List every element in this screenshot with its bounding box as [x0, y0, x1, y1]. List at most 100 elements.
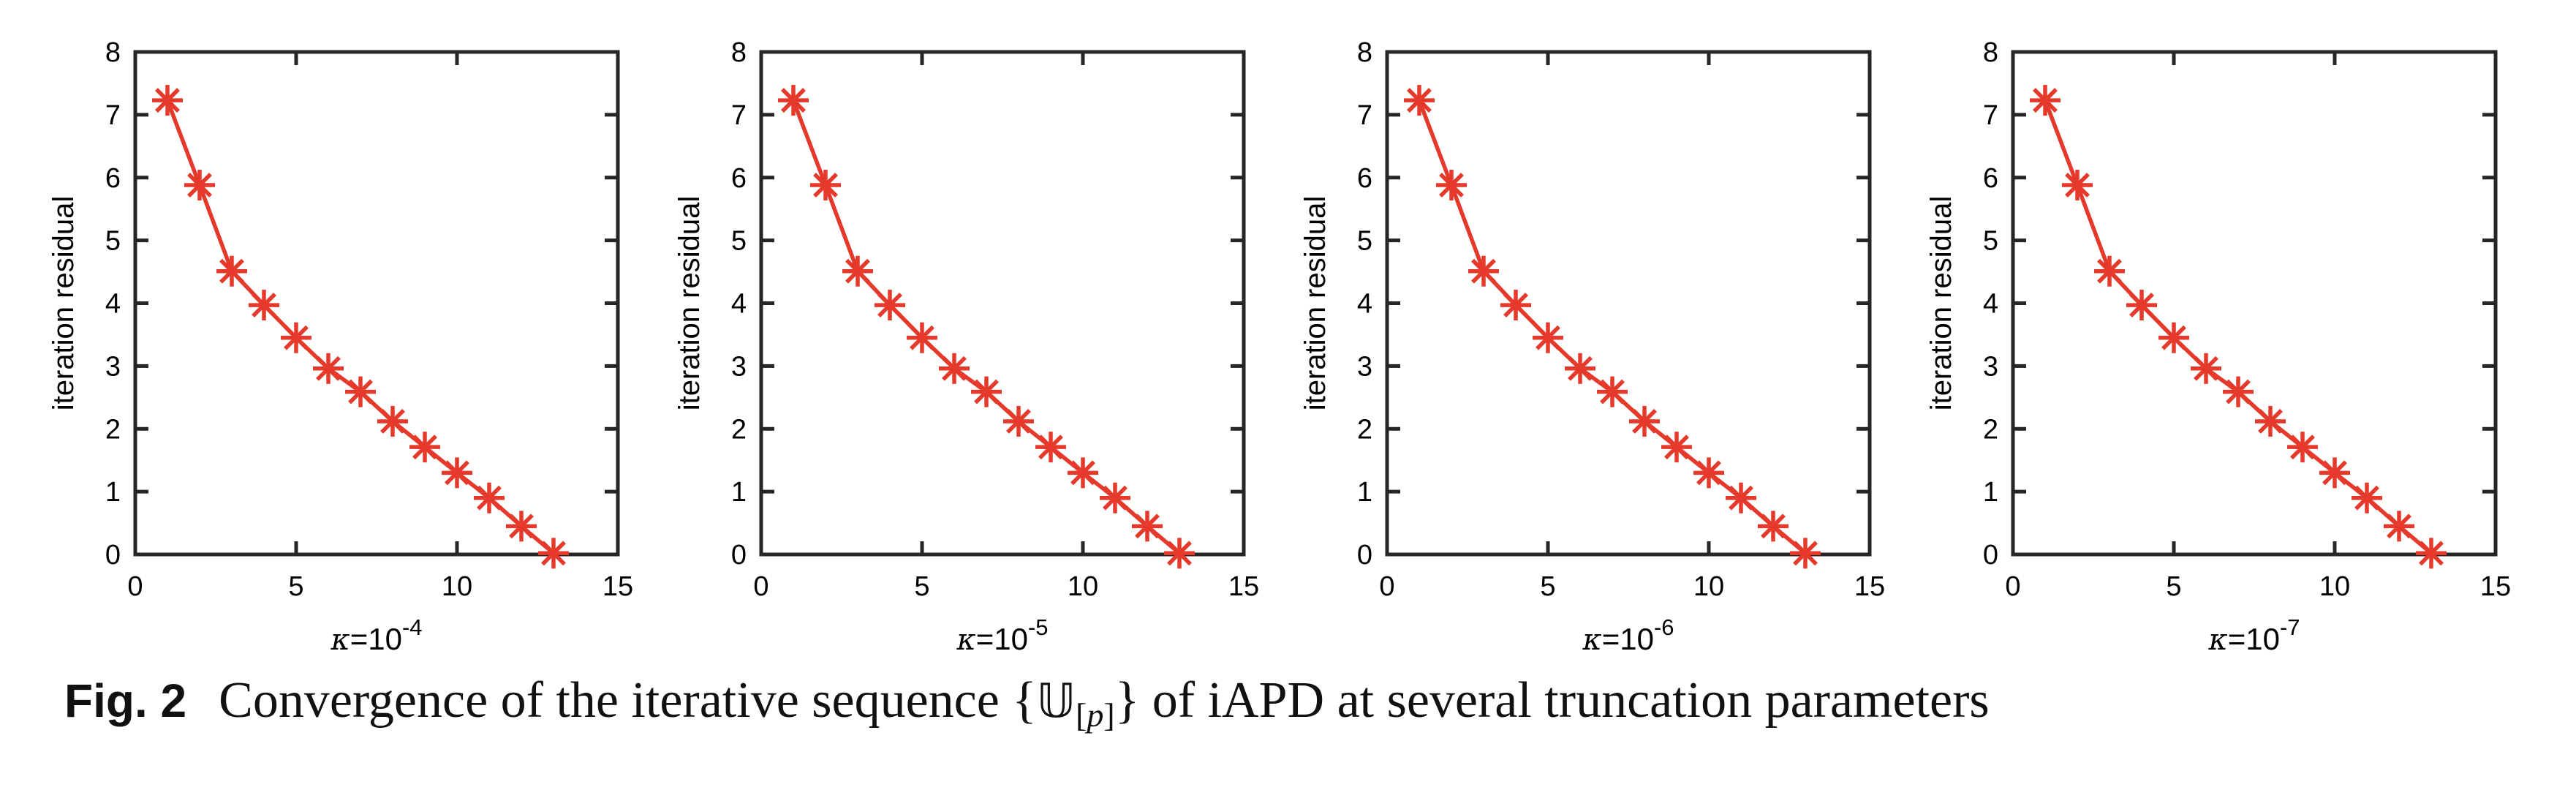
data-marker: [506, 511, 537, 542]
x-tick-label: 5: [914, 571, 929, 602]
series-line: [791, 99, 1181, 555]
data-marker: [1035, 432, 1066, 463]
x-label-exponent: -5: [1028, 614, 1049, 640]
data-marker: [2158, 322, 2189, 353]
y-tick-label: 7: [1357, 100, 1372, 131]
data-marker: [778, 85, 809, 116]
data-marker: [1597, 376, 1628, 407]
data-marker: [1164, 538, 1195, 569]
caption-doublestruck-u: 𝕌: [1036, 674, 1076, 729]
figure-caption: Fig. 2 Convergence of the iterative seque…: [64, 672, 1990, 734]
data-marker: [2030, 85, 2061, 116]
y-tick-label: 6: [1357, 163, 1372, 194]
y-tick-label: 1: [1983, 477, 1998, 508]
data-marker: [2416, 538, 2447, 569]
x-tick-label: 0: [753, 571, 768, 602]
y-tick-label: 6: [731, 163, 747, 194]
y-tick-label: 7: [1983, 100, 1998, 131]
data-marker: [2319, 457, 2350, 489]
y-tick-label: 4: [1983, 289, 1998, 320]
y-tick-label: 2: [1357, 414, 1372, 445]
data-marker: [2191, 353, 2221, 384]
caption-text: Convergence of the iterative sequence {𝕌…: [219, 672, 1990, 734]
data-marker: [1468, 255, 1499, 287]
y-tick-label: 0: [1983, 540, 1998, 571]
x-tick-label: 0: [1379, 571, 1394, 602]
y-tick-label: 1: [731, 477, 747, 508]
x-label-kappa: κ: [956, 623, 975, 657]
x-label-base: =10: [976, 622, 1028, 656]
data-marker: [971, 376, 1002, 407]
data-marker: [2352, 482, 2382, 514]
x-axis-label: κ=10-7: [2207, 614, 2300, 657]
data-marker: [1726, 482, 1756, 514]
x-axis-label: κ=10-4: [330, 614, 422, 657]
y-tick-label: 8: [1357, 37, 1372, 68]
data-marker: [810, 170, 841, 201]
x-tick-label: 5: [288, 571, 303, 602]
x-tick-label: 15: [1228, 571, 1259, 602]
y-axis-label: iteration residual: [48, 196, 80, 411]
y-tick-label: 6: [105, 163, 121, 194]
x-tick-label: 15: [2480, 571, 2511, 602]
x-label-base: =10: [1602, 622, 1654, 656]
caption-subscript-p: p: [1087, 696, 1104, 734]
y-tick-label: 4: [1357, 289, 1372, 320]
chart-kappa-1e-5: 0 5 10 15 0 1 2 3 4 5 6 7 8 iteration residual κ=10-5: [673, 37, 1259, 657]
y-tick-label: 3: [1983, 351, 1998, 382]
caption-subscript: [p]: [1076, 696, 1115, 734]
x-tick-label: 10: [1068, 571, 1098, 602]
y-tick-label: 5: [105, 226, 121, 257]
y-tick-label: 6: [1983, 163, 1998, 194]
x-tick-label: 0: [127, 571, 143, 602]
data-marker: [1565, 353, 1595, 384]
x-tick-label: 0: [2005, 571, 2020, 602]
chart-kappa-1e-4: 0 5 10 15 0 1 2 3 4 5 6 7 8 iteration residual κ=10-4: [48, 37, 633, 657]
data-marker: [2094, 255, 2125, 287]
y-tick-label: 4: [105, 289, 121, 320]
x-tick-label: 15: [1854, 571, 1885, 602]
y-tick-label: 1: [1357, 477, 1372, 508]
x-label-kappa: κ: [1582, 623, 1601, 657]
x-tick-label: 10: [442, 571, 472, 602]
data-marker: [875, 290, 905, 321]
data-marker: [474, 482, 505, 514]
x-label-kappa: κ: [330, 623, 350, 657]
y-axis-label: iteration residual: [673, 196, 706, 411]
data-marker: [1100, 482, 1130, 514]
data-marker: [2062, 170, 2093, 201]
y-tick-label: 5: [731, 226, 747, 257]
x-tick-label: 5: [1540, 571, 1555, 602]
series-line: [2043, 99, 2433, 555]
x-label-kappa: κ: [2207, 623, 2227, 657]
data-marker: [1068, 457, 1098, 489]
data-marker: [2255, 405, 2286, 437]
x-label-exponent: -6: [1654, 614, 1674, 640]
x-label-base: =10: [2228, 622, 2280, 656]
y-tick-label: 8: [105, 37, 121, 68]
y-tick-label: 8: [731, 37, 747, 68]
plot-frame: [133, 50, 620, 557]
y-tick-label: 3: [105, 351, 121, 382]
x-label-exponent: -7: [2280, 614, 2300, 640]
y-tick-label: 4: [731, 289, 747, 320]
data-marker: [1003, 405, 1034, 437]
charts-row: 0 5 10 15 0 1 2 3 4 5 6 7 8 iteration residual κ=10-4 …: [48, 37, 2511, 657]
y-tick-label: 5: [1983, 226, 1998, 257]
caption-subscript-close: ]: [1103, 696, 1115, 734]
x-tick-label: 10: [2319, 571, 2350, 602]
x-tick-label: 5: [2166, 571, 2181, 602]
caption-text-start: Convergence of the iterative sequence {: [219, 672, 1037, 729]
data-marker: [842, 255, 873, 287]
caption-subscript-open: [: [1076, 696, 1087, 734]
series-line: [165, 99, 555, 555]
data-marker: [152, 85, 183, 116]
data-marker: [377, 405, 408, 437]
data-marker: [1693, 457, 1724, 489]
y-tick-label: 0: [105, 540, 121, 571]
data-marker: [1500, 290, 1531, 321]
y-tick-label: 0: [1357, 540, 1372, 571]
data-marker: [2223, 376, 2254, 407]
data-marker: [216, 255, 247, 287]
data-marker: [1629, 405, 1660, 437]
